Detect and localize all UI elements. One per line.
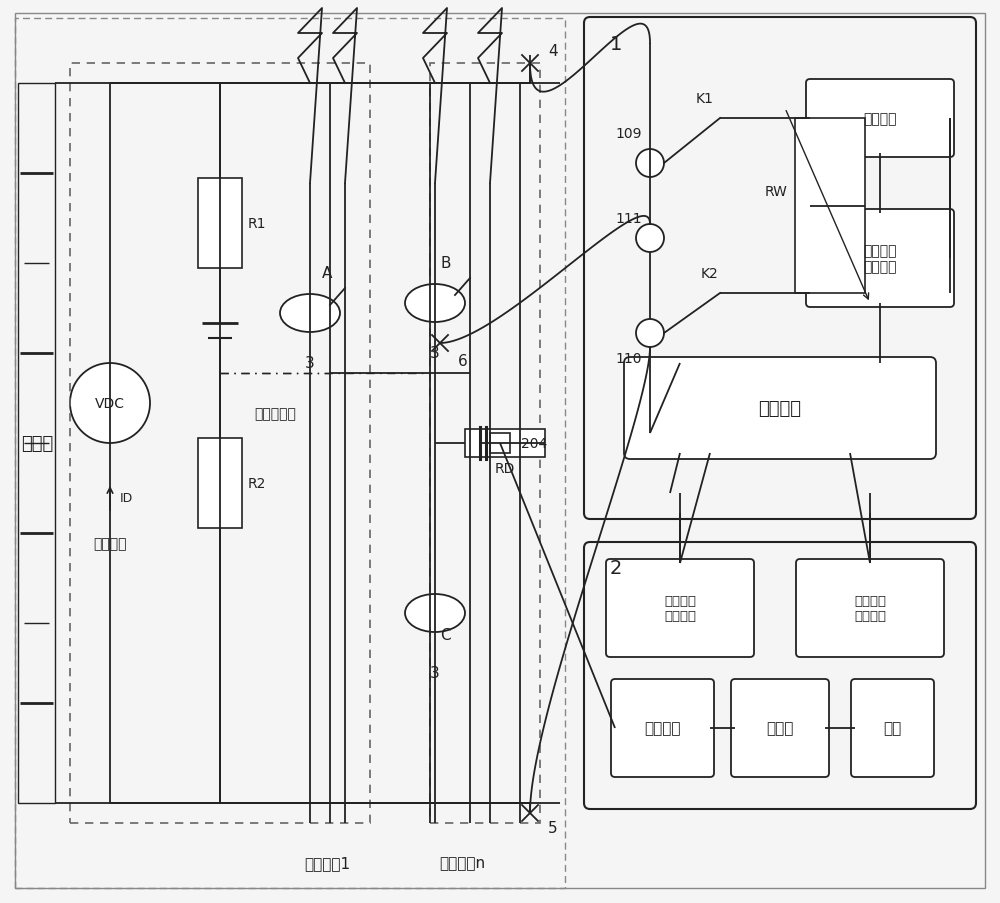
- Text: 放大电路: 放大电路: [644, 721, 681, 736]
- Bar: [15, 19, 565, 888]
- Text: 蓄电池: 蓄电池: [21, 434, 53, 452]
- FancyBboxPatch shape: [806, 79, 954, 158]
- FancyBboxPatch shape: [731, 679, 829, 777]
- FancyBboxPatch shape: [584, 18, 976, 519]
- Text: A: A: [322, 266, 332, 281]
- Bar: [18, 84, 55, 803]
- Circle shape: [70, 364, 150, 443]
- Text: 1: 1: [610, 34, 622, 53]
- Text: RD: RD: [495, 461, 515, 476]
- Text: 主控单元: 主控单元: [759, 399, 802, 417]
- Bar: [490, 433, 510, 453]
- Text: B: B: [440, 256, 451, 271]
- Text: 110: 110: [616, 351, 642, 366]
- Bar: [465, 430, 545, 458]
- Text: ID: ID: [120, 492, 133, 505]
- Text: 3: 3: [430, 666, 440, 681]
- FancyBboxPatch shape: [584, 543, 976, 809]
- Text: C: C: [440, 628, 451, 643]
- Text: 5: 5: [548, 821, 558, 835]
- Text: 111: 111: [615, 212, 642, 226]
- Text: 微控器: 微控器: [766, 721, 794, 736]
- FancyBboxPatch shape: [851, 679, 934, 777]
- FancyBboxPatch shape: [624, 358, 936, 460]
- Bar: [795, 119, 865, 293]
- Text: 109: 109: [616, 126, 642, 141]
- Text: 充电装置: 充电装置: [93, 536, 127, 551]
- FancyBboxPatch shape: [796, 559, 944, 657]
- Circle shape: [636, 150, 664, 178]
- Text: 3: 3: [430, 346, 440, 361]
- Text: 母线电压
测量单元: 母线电压 测量单元: [664, 594, 696, 622]
- Text: RW: RW: [764, 184, 787, 199]
- Ellipse shape: [405, 594, 465, 632]
- Text: 负荷馈线1: 负荷馈线1: [304, 855, 351, 870]
- FancyBboxPatch shape: [806, 209, 954, 308]
- Text: 显示单元: 显示单元: [863, 112, 897, 126]
- FancyBboxPatch shape: [611, 679, 714, 777]
- Bar: [198, 179, 242, 269]
- Circle shape: [636, 225, 664, 253]
- Text: 对地电压
测量单元: 对地电压 测量单元: [854, 594, 886, 622]
- Text: 平衡桥电阵: 平衡桥电阵: [254, 406, 296, 421]
- Text: K2: K2: [701, 266, 719, 281]
- Text: R2: R2: [248, 477, 266, 490]
- Ellipse shape: [405, 284, 465, 322]
- Text: R1: R1: [248, 217, 267, 231]
- Bar: [430, 64, 540, 824]
- Text: 204: 204: [521, 436, 547, 451]
- Text: VDC: VDC: [95, 396, 125, 411]
- Text: 2: 2: [610, 559, 622, 578]
- FancyBboxPatch shape: [606, 559, 754, 657]
- Text: K1: K1: [696, 92, 714, 106]
- Circle shape: [636, 320, 664, 348]
- Bar: [70, 64, 370, 824]
- Text: 显示: 显示: [883, 721, 902, 736]
- Text: 3: 3: [305, 356, 315, 371]
- Text: 4: 4: [548, 44, 558, 60]
- Ellipse shape: [280, 294, 340, 332]
- Bar: [198, 439, 242, 528]
- Text: 负荷馈线n: 负荷馈线n: [439, 855, 486, 870]
- Text: 6: 6: [458, 354, 468, 369]
- Text: 可调电阵
控制单元: 可调电阵 控制单元: [863, 244, 897, 274]
